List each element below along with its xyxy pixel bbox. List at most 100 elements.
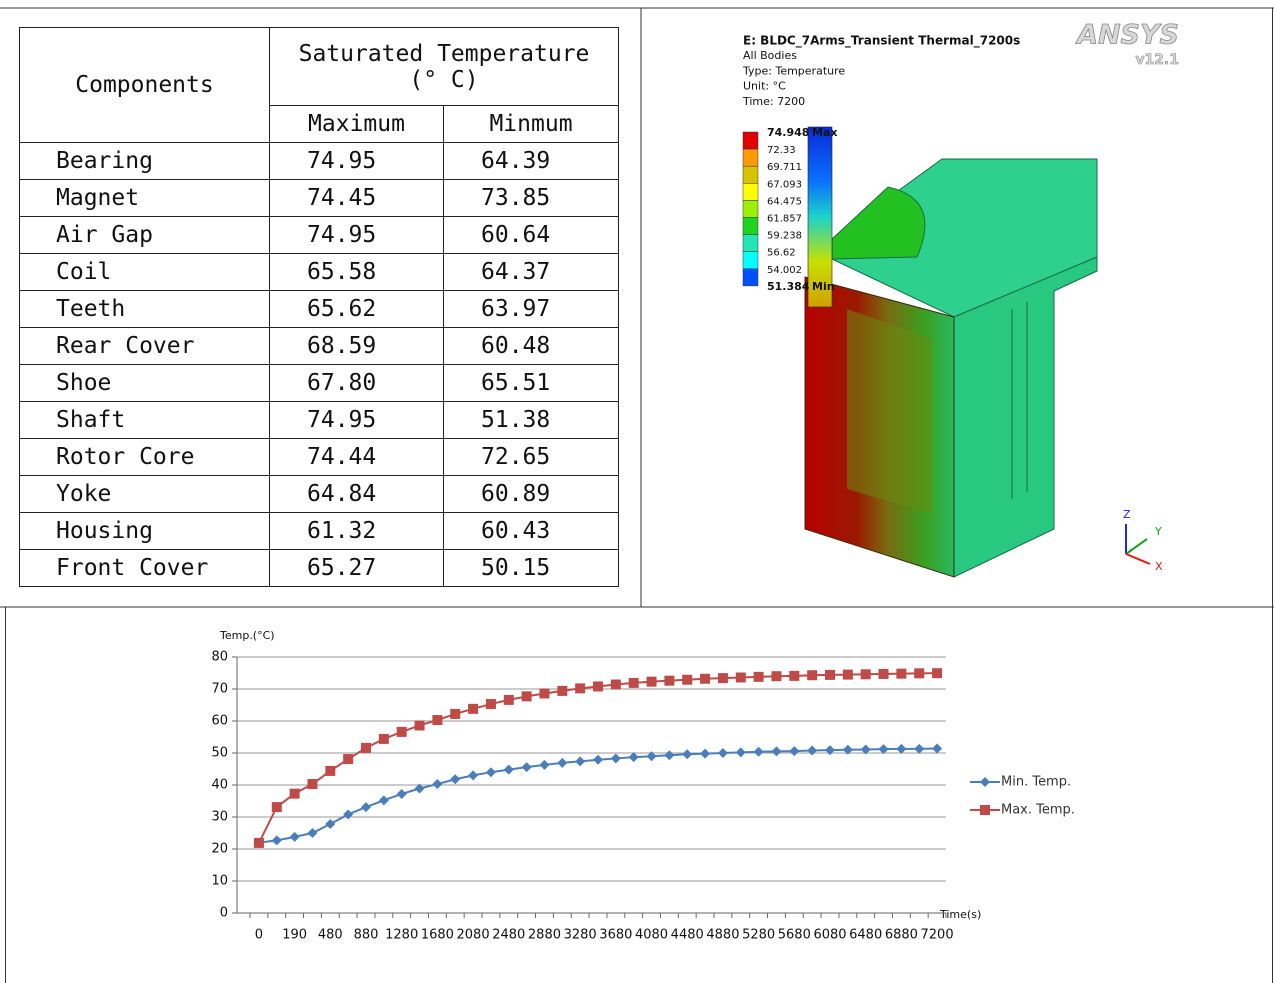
triad-axis (1126, 539, 1147, 554)
data-point (611, 753, 621, 763)
y-tick-label: 10 (211, 874, 228, 889)
data-point (807, 745, 817, 755)
data-point (361, 743, 371, 753)
component-cell: Shoe (20, 365, 270, 402)
table-row: Bearing74.9564.39 (20, 143, 619, 180)
value-cell: 64.39 (444, 143, 619, 180)
triad-axis (1126, 554, 1150, 564)
data-point (914, 668, 924, 678)
data-point (700, 749, 710, 759)
data-point (718, 748, 728, 758)
data-point (486, 699, 496, 709)
value-cell: 60.48 (444, 328, 619, 365)
data-point (914, 744, 924, 754)
max-tag: Max (812, 126, 837, 139)
legend-label: Max. Temp. (1001, 803, 1075, 818)
data-point (825, 670, 835, 680)
legend-value: 59.238 (767, 231, 802, 242)
sim-info: Unit: °C (743, 80, 786, 93)
legend-band (743, 166, 758, 183)
data-point (879, 669, 889, 679)
legend-value: 54.002 (767, 265, 802, 276)
legend-band (743, 149, 758, 166)
simulation-view: E: BLDC_7Arms_Transient Thermal_7200sAll… (642, 9, 1270, 605)
component-cell: Rotor Core (20, 439, 270, 476)
data-point (432, 715, 442, 725)
legend-value: 72.33 (767, 145, 796, 156)
data-point (379, 795, 389, 805)
data-point (682, 749, 692, 759)
data-point (932, 668, 942, 678)
x-tick-label: 480 (318, 928, 343, 943)
value-cell: 65.51 (444, 365, 619, 402)
sim-info: Time: 7200 (742, 95, 805, 108)
component-cell: Front Cover (20, 550, 270, 587)
model-top-ring (832, 187, 925, 259)
header-text: Saturated Temperature (270, 41, 618, 67)
table-row: Yoke64.8460.89 (20, 476, 619, 513)
y-tick-label: 40 (211, 778, 228, 793)
x-tick-label: 6080 (813, 928, 846, 943)
value-cell: 74.44 (270, 439, 444, 476)
data-point (682, 675, 692, 685)
component-cell: Coil (20, 254, 270, 291)
data-point (522, 762, 532, 772)
data-point (611, 680, 621, 690)
x-tick-label: 4480 (671, 928, 704, 943)
sim-title: E: BLDC_7Arms_Transient Thermal_7200s (743, 34, 1020, 49)
y-tick-label: 20 (211, 842, 228, 857)
x-tick-label: 2880 (528, 928, 561, 943)
data-point (307, 828, 317, 838)
data-point (754, 747, 764, 757)
header-cell: Saturated Temperature (° C) (270, 28, 619, 106)
legend-value: 69.711 (767, 162, 802, 173)
data-point (771, 746, 781, 756)
legend-value: 56.62 (767, 248, 796, 259)
sim-info: All Bodies (743, 49, 797, 62)
component-cell: Teeth (20, 291, 270, 328)
legend-band (743, 183, 758, 200)
y-tick-label: 50 (211, 746, 228, 761)
value-cell: 74.95 (270, 143, 444, 180)
data-point (539, 760, 549, 770)
data-point (861, 669, 871, 679)
version: v12.1 (1135, 52, 1179, 68)
data-point (486, 767, 496, 777)
data-point (432, 779, 442, 789)
x-axis-title: Time(s) (939, 908, 981, 921)
data-point (397, 789, 407, 799)
y-tick-label: 80 (211, 650, 228, 665)
data-point (361, 802, 371, 812)
legend-band (743, 132, 758, 149)
legend-value: 61.857 (767, 214, 802, 225)
data-point (290, 832, 300, 842)
header-cell: Maximum (270, 106, 444, 143)
legend-band (743, 252, 758, 269)
legend-band (743, 235, 758, 252)
legend-band (743, 269, 758, 286)
data-point (736, 672, 746, 682)
data-point (522, 691, 532, 701)
data-point (647, 677, 657, 687)
x-tick-label: 4880 (706, 928, 739, 943)
data-point (379, 734, 389, 744)
data-point (700, 674, 710, 684)
value-cell: 63.97 (444, 291, 619, 328)
value-cell: 50.15 (444, 550, 619, 587)
data-point (468, 704, 478, 714)
value-cell: 64.37 (444, 254, 619, 291)
model-front-detail (847, 309, 932, 514)
data-point (825, 745, 835, 755)
data-point (629, 752, 639, 762)
header-cell: Minmum (444, 106, 619, 143)
table-row: Shaft74.9551.38 (20, 402, 619, 439)
legend-value: 51.384 (767, 280, 810, 293)
value-cell: 60.43 (444, 513, 619, 550)
legend-band (743, 218, 758, 235)
data-point (575, 683, 585, 693)
